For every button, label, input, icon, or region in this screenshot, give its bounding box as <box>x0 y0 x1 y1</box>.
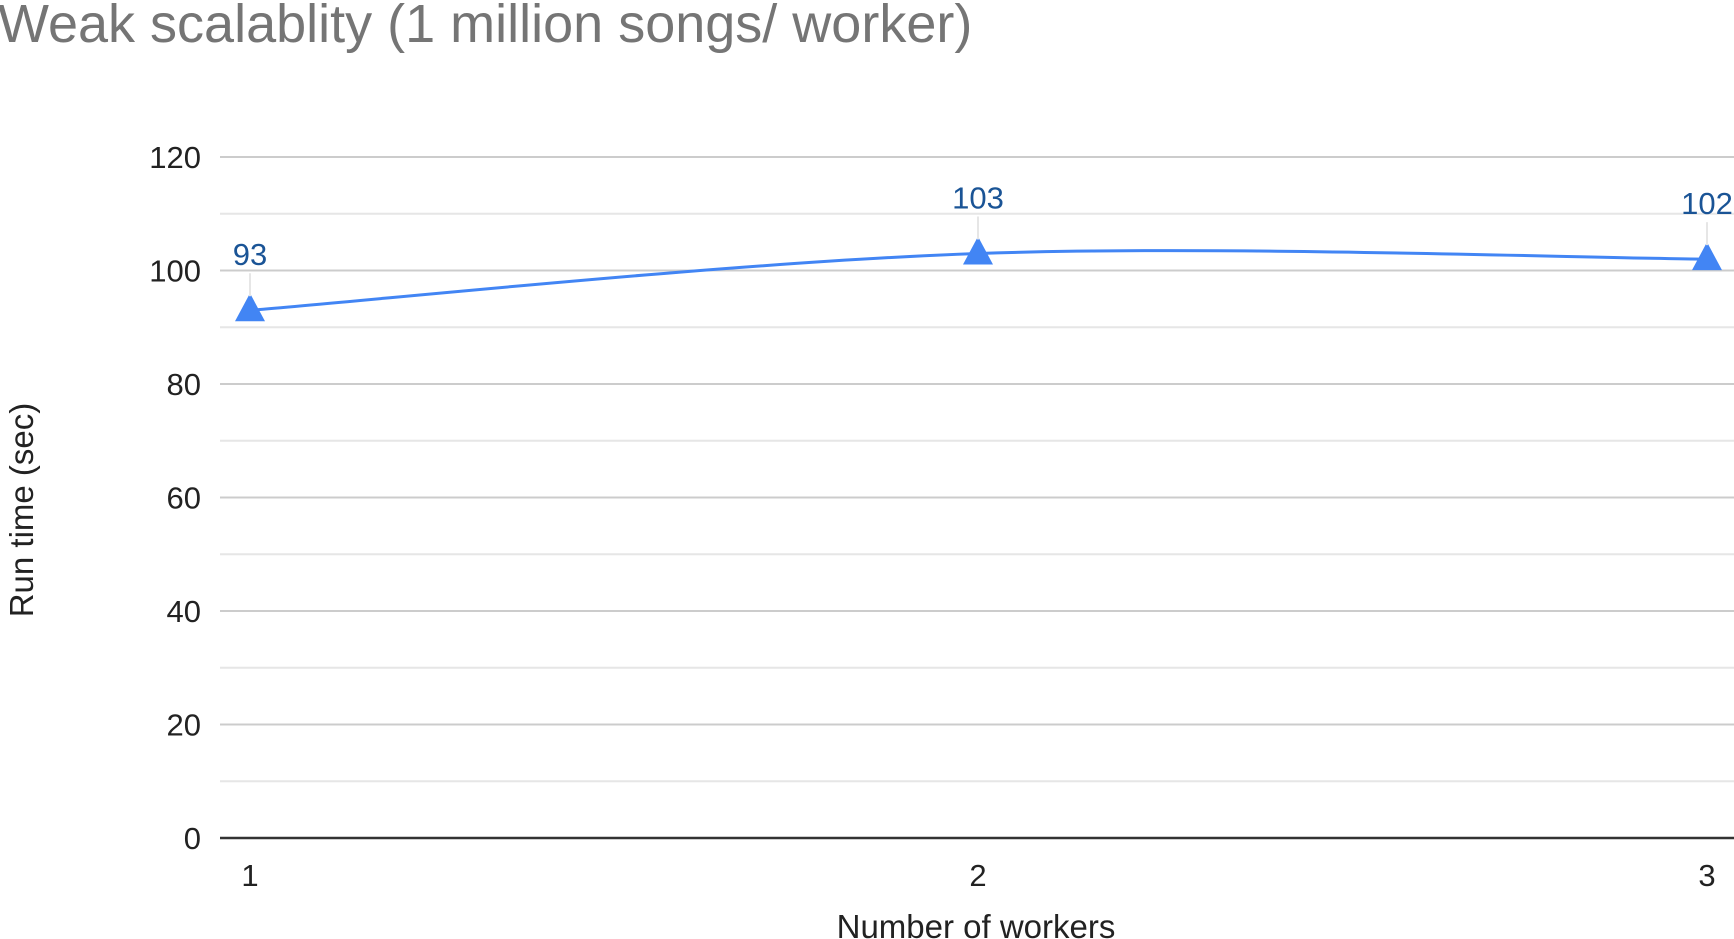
y-tick-label: 100 <box>149 254 201 289</box>
data-labels: 93 103 102 <box>233 180 1733 297</box>
y-tick-label: 40 <box>167 594 201 629</box>
y-axis-title: Run time (sec) <box>3 403 40 618</box>
x-axis-title: Number of workers <box>837 908 1116 939</box>
x-tick-label: 3 <box>1698 858 1715 893</box>
chart-title: Weak scalablity (1 million songs/ worker… <box>0 0 972 54</box>
data-point-triangle <box>235 293 265 322</box>
data-label: 102 <box>1681 186 1733 221</box>
data-point-triangle <box>1692 242 1722 271</box>
y-tick-label: 120 <box>149 140 201 175</box>
series-run-time <box>235 236 1722 322</box>
y-tick-label: 20 <box>167 708 201 743</box>
y-tick-label: 80 <box>167 367 201 402</box>
y-axis-ticks: 0 20 40 60 80 100 120 <box>149 140 201 856</box>
x-tick-label: 2 <box>969 858 986 893</box>
y-tick-label: 0 <box>184 821 201 856</box>
data-point-triangle <box>963 236 993 265</box>
x-axis-ticks: 1 2 3 <box>241 858 1715 893</box>
x-tick-label: 1 <box>241 858 258 893</box>
data-label: 93 <box>233 237 267 272</box>
data-label: 103 <box>952 180 1004 215</box>
y-tick-label: 60 <box>167 481 201 516</box>
gridlines <box>220 156 1734 840</box>
